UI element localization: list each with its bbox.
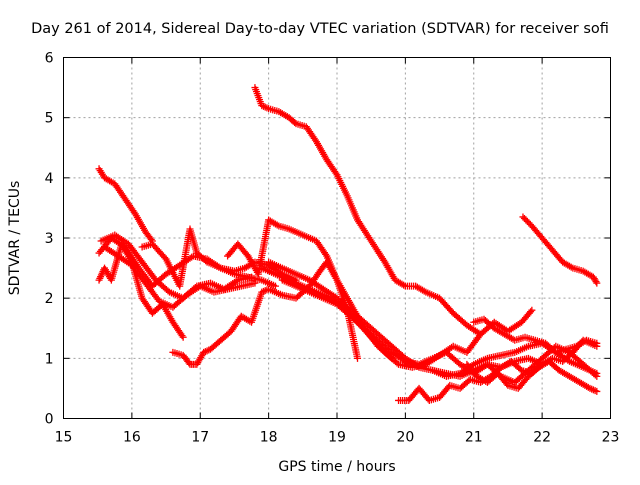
interp-point	[332, 169, 340, 177]
y-tick-label: 6	[45, 51, 54, 67]
data-point	[593, 387, 601, 395]
series-track-6	[138, 225, 300, 290]
data-point	[354, 354, 362, 362]
data-point	[593, 339, 601, 347]
y-tick-label: 1	[45, 351, 54, 367]
x-tick-label: 18	[260, 430, 278, 446]
series-layer	[95, 84, 601, 404]
chart-title: Day 261 of 2014, Sidereal Day-to-day VTE…	[31, 21, 609, 37]
x-tick-label: 23	[602, 430, 620, 446]
y-tick-label: 3	[45, 231, 54, 247]
series-track-15	[463, 357, 601, 395]
x-tick-label: 20	[396, 430, 414, 446]
series-track-7	[169, 258, 362, 368]
grid	[63, 57, 611, 419]
x-tick-label: 22	[533, 430, 551, 446]
data-point	[251, 279, 259, 287]
y-tick-label: 5	[45, 111, 54, 127]
series-track-14	[429, 339, 601, 380]
data-point	[593, 279, 601, 287]
series-track-17	[519, 213, 601, 287]
series-track-5	[101, 243, 259, 311]
x-tick-label: 19	[328, 430, 346, 446]
x-tick-label: 21	[465, 430, 483, 446]
x-tick-label: 16	[123, 430, 141, 446]
y-tick-label: 4	[45, 171, 54, 187]
y-tick-label: 2	[45, 291, 54, 307]
data-point	[271, 282, 279, 290]
data-point	[528, 306, 536, 314]
data-point	[248, 273, 256, 281]
interp-point	[147, 236, 155, 244]
interp-point	[178, 332, 186, 340]
x-axis-label: GPS time / hours	[278, 459, 395, 475]
y-tick-label: 0	[45, 412, 54, 428]
x-tick-label: 17	[191, 430, 209, 446]
data-point	[593, 369, 601, 377]
series-track-1	[95, 165, 156, 245]
interp-point	[516, 365, 524, 373]
x-tick-label: 15	[55, 430, 73, 446]
series-track-16	[470, 315, 601, 356]
interp-point	[527, 308, 535, 316]
interp-point	[592, 278, 600, 286]
data-point	[179, 333, 187, 341]
y-axis-label: SDTVAR / TECUs	[7, 181, 23, 296]
interp-point	[322, 250, 330, 258]
series-track-8	[251, 84, 485, 338]
